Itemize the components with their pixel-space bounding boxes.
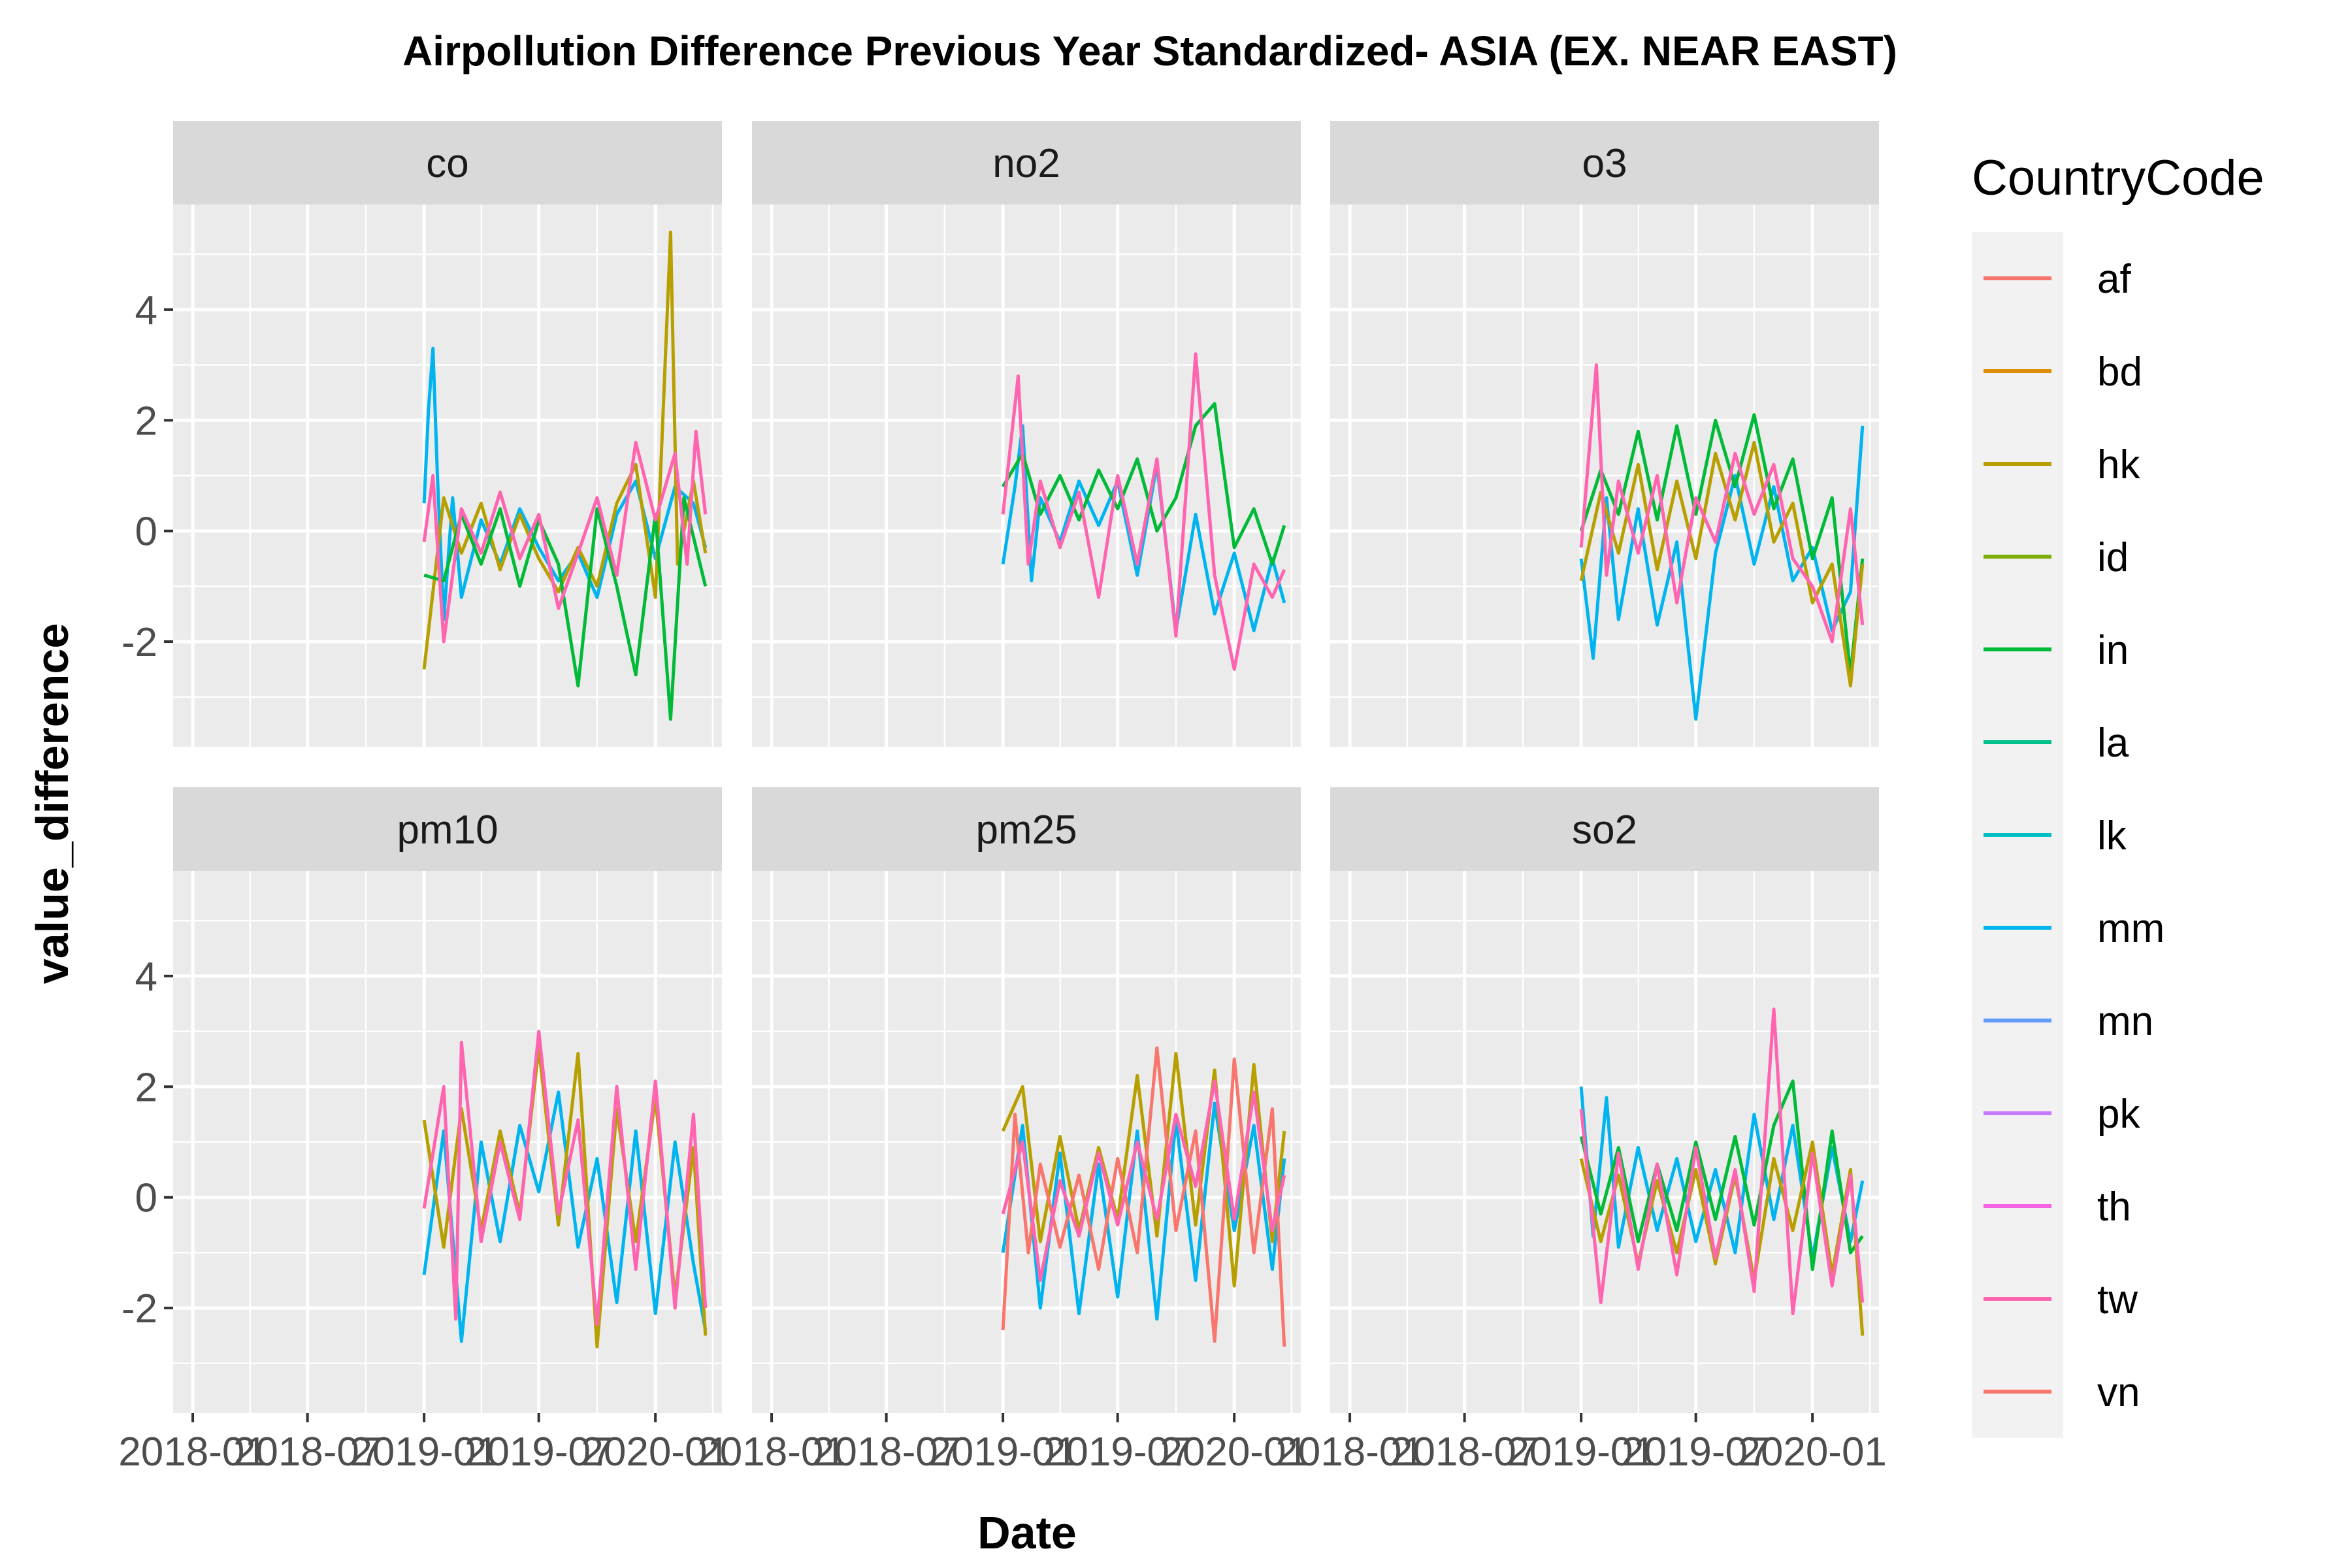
legend-item-af: af	[1972, 232, 2131, 325]
x-tick-label: 2018-01	[118, 1429, 267, 1475]
legend-item-mn: mn	[1972, 974, 2153, 1067]
y-tick-label: 0	[135, 510, 157, 555]
facet-strip-label: o3	[1582, 141, 1627, 186]
series-line-in	[423, 496, 708, 721]
legend-item-mm: mm	[1972, 881, 2164, 974]
legend-label: th	[2097, 1184, 2131, 1230]
legend-label: bd	[2097, 350, 2142, 395]
y-tick-label: 2	[135, 399, 157, 444]
legend-label: tw	[2097, 1277, 2138, 1322]
series-line-vn	[1001, 1046, 1286, 1347]
series-line-hk	[1579, 440, 1865, 688]
series-line-tw	[1579, 1007, 1865, 1316]
facet-strip	[752, 121, 1301, 204]
series-line-tw	[1001, 1079, 1286, 1282]
facet-panel-pm10: pm10 -2 0 2 4 2018-012018-072019-012019-07202…	[118, 787, 730, 1475]
x-tick-label: 2018-07	[1390, 1429, 1539, 1475]
legend-label: vn	[2097, 1370, 2140, 1415]
series-line-tw	[1579, 363, 1865, 644]
facet-strip	[173, 121, 722, 204]
legend-item-pk: pk	[1972, 1067, 2140, 1160]
y-axis-title: value_difference	[27, 623, 78, 984]
legend-label: mn	[2097, 999, 2153, 1044]
y-tick-label: 0	[135, 1176, 157, 1221]
legend-item-bd: bd	[1972, 325, 2142, 417]
legend-label: lk	[2097, 813, 2127, 858]
series-line-tw	[422, 429, 708, 644]
series-line-in	[1579, 413, 1865, 677]
legend-item-tw: tw	[1972, 1252, 2138, 1345]
facet-strip	[752, 787, 1301, 871]
facet-strip-label: so2	[1572, 808, 1637, 853]
facet-panel-co: co -2 0 2 4	[122, 121, 722, 747]
facet-strip	[1330, 121, 1879, 204]
x-tick-label: 2019-01	[1507, 1429, 1656, 1475]
series-line-mm	[1579, 425, 1865, 721]
y-tick-label: 4	[135, 288, 157, 333]
x-tick-label: 2020-01	[1738, 1429, 1887, 1475]
x-tick-label: 2018-01	[1275, 1429, 1424, 1475]
x-tick-label: 2019-07	[465, 1429, 613, 1475]
legend-title: CountryCode	[1972, 150, 2264, 206]
x-tick-label: 2019-07	[1043, 1429, 1192, 1475]
x-tick-label: 2019-01	[350, 1429, 498, 1475]
legend-label: hk	[2097, 442, 2140, 487]
x-axis-title: Date	[977, 1507, 1077, 1558]
chart-title: Airpollution Difference Previous Year St…	[402, 27, 1897, 74]
legend-item-vn: vn	[1972, 1345, 2140, 1438]
legend: CountryCode af bd hk id in la lk mm mn pk th tw vn	[1972, 150, 2264, 1438]
x-tick-label: 2018-07	[812, 1429, 961, 1475]
x-tick-label: 2020-01	[581, 1429, 730, 1475]
legend-item-in: in	[1972, 603, 2129, 696]
x-tick-label: 2018-01	[697, 1429, 846, 1475]
x-tick-label: 2020-01	[1160, 1429, 1309, 1475]
facet-panel-no2: no2	[752, 121, 1301, 747]
legend-label: pk	[2097, 1092, 2140, 1137]
legend-label: id	[2097, 535, 2129, 580]
facet-strip	[1330, 787, 1879, 871]
y-tick-label: -2	[122, 620, 157, 665]
series-line-hk	[422, 230, 708, 670]
legend-item-th: th	[1972, 1160, 2131, 1252]
facet-strip-label: pm25	[975, 808, 1077, 853]
series-line-tw	[1001, 352, 1286, 671]
facet-panel-o3: o3	[1330, 121, 1879, 747]
legend-label: la	[2097, 721, 2129, 766]
y-tick-label: -2	[122, 1286, 157, 1331]
facet-strip-label: co	[426, 141, 468, 186]
series-line-tw	[422, 1030, 708, 1326]
y-tick-label: 4	[135, 955, 157, 1000]
facet-strip	[173, 787, 722, 871]
x-tick-label: 2019-07	[1622, 1429, 1771, 1475]
x-tick-label: 2018-07	[233, 1429, 382, 1475]
legend-label: mm	[2097, 906, 2164, 951]
legend-item-la: la	[1972, 696, 2129, 789]
facet-strip-label: no2	[992, 141, 1060, 186]
legend-item-id: id	[1972, 510, 2129, 603]
facet-strip-label: pm10	[397, 808, 498, 853]
series-line-in	[1001, 402, 1286, 566]
y-tick-label: 2	[135, 1065, 157, 1110]
legend-label: in	[2097, 628, 2129, 673]
legend-label: af	[2097, 257, 2131, 302]
legend-item-lk: lk	[1972, 789, 2127, 881]
legend-item-hk: hk	[1972, 417, 2140, 510]
x-tick-label: 2019-01	[928, 1429, 1077, 1475]
